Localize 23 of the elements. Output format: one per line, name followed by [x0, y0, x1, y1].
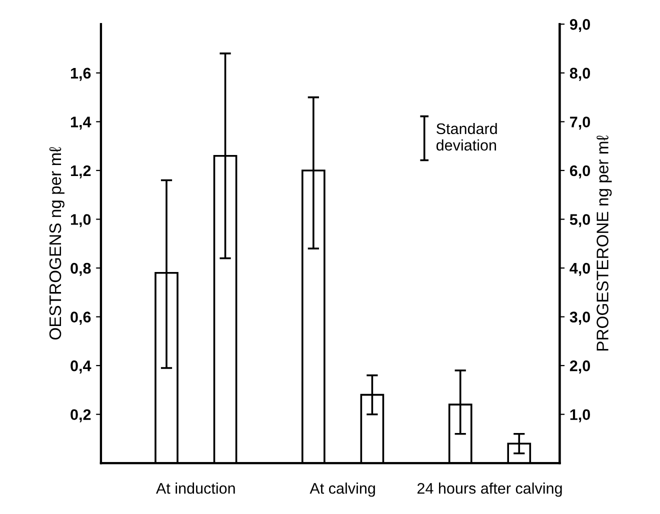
y2-axis-title: PROGESTERONE ng per mℓ — [596, 136, 612, 351]
y2-tick-label: 2,0 — [570, 360, 590, 374]
y-tick-label: 1,4 — [70, 116, 92, 130]
y2-tick-label: 5,0 — [570, 214, 590, 228]
y-tick-label: 1,0 — [70, 214, 91, 228]
y2-tick-label: 3,0 — [570, 312, 590, 325]
y-tick-label: 0,4 — [70, 360, 92, 374]
x-tick-label: 24 hours after calving — [417, 482, 562, 497]
y-axis-title: OESTROGENS ng per mℓ — [49, 147, 64, 340]
x-tick-label: At induction — [156, 482, 235, 494]
y2-tick-label: 7,0 — [570, 116, 590, 130]
y2-tick-label: 9,0 — [570, 19, 590, 32]
y-tick-label: 0,6 — [70, 312, 91, 325]
y2-tick-label: 6,0 — [570, 165, 590, 178]
y2-tick-label: 4,0 — [570, 262, 590, 276]
y2-tick-label: 8,0 — [570, 68, 590, 81]
y2-tick-label: 1,0 — [570, 409, 590, 422]
y-tick-label: 1,6 — [70, 68, 91, 81]
y-tick-label: 1,2 — [70, 165, 91, 178]
y-tick-label: 0,8 — [70, 262, 91, 276]
x-tick-label: At calving — [310, 482, 375, 497]
annotation: Standard deviation — [436, 122, 497, 151]
y-tick-label: 0,2 — [70, 409, 91, 422]
